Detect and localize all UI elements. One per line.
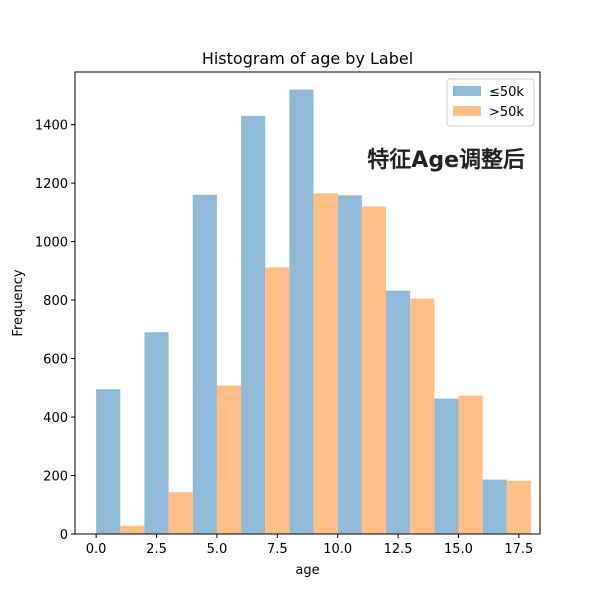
x-axis-label: age [295,563,319,578]
plot-area-frame [74,71,541,535]
bar-gt50k-bin-7 [458,395,483,534]
x-tick-label: 12.5 [384,542,413,557]
bar-le50k-bin-6 [386,290,411,534]
y-tick-label: 400 [43,411,68,426]
bar-le50k-bin-7 [434,398,459,534]
x-tick-label: 7.5 [267,542,288,557]
bar-le50k-bin-3 [241,115,266,535]
bar-gt50k-bin-1 [168,492,193,534]
legend-label-gt50k: >50k [489,105,524,120]
legend-label-le50k: ≤50k [489,85,524,100]
bar-le50k-bin-4 [289,89,314,534]
x-tick-label: 5.0 [207,542,228,557]
y-tick-label: 0 [60,528,68,543]
x-tick-label: 0.0 [86,542,107,557]
y-tick-label: 1400 [35,119,68,134]
y-axis-label: Frequency [11,269,26,336]
y-tick-label: 1000 [35,236,68,251]
y-tick-label: 600 [43,353,68,368]
bar-gt50k-bin-3 [265,267,290,534]
x-tick-label: 17.5 [504,542,533,557]
x-axis-ticks: 0.0 2.5 5.0 7.5 10.0 12.5 15.0 17.5 [86,534,533,557]
y-tick-label: 1200 [35,177,68,192]
bar-le50k-bin-8 [482,479,507,534]
y-tick-label: 200 [43,470,68,485]
bar-gt50k-bin-6 [410,298,435,534]
bar-gt50k-bin-5 [361,206,387,534]
bar-le50k-bin-5 [337,195,362,534]
y-axis-ticks: 0 200 400 600 800 1000 1200 1400 [35,119,75,543]
annotation-text: 特征Age调整后 [367,147,525,173]
bar-gt50k-bin-0 [120,525,145,534]
bars-layer [96,89,531,535]
bar-gt50k-bin-2 [216,385,242,534]
bar-gt50k-bin-4 [313,193,338,535]
y-tick-label: 800 [43,294,68,309]
bar-gt50k-bin-8 [506,480,531,534]
x-tick-label: 2.5 [146,542,167,557]
bar-le50k-bin-0 [96,389,121,534]
x-tick-label: 15.0 [444,542,473,557]
chart-title: Histogram of age by Label [202,49,413,68]
legend-swatch-le50k [453,86,481,96]
bar-le50k-bin-2 [192,194,217,534]
x-tick-label: 10.0 [323,542,352,557]
bar-le50k-bin-1 [144,332,169,534]
legend-swatch-gt50k [453,106,481,116]
legend: ≤50k >50k [446,78,535,127]
